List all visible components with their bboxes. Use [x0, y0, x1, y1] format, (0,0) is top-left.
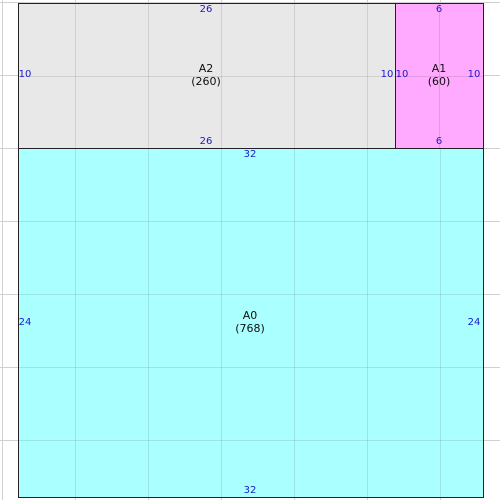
region-a1-bottom-dimension: 6 [435, 136, 443, 147]
region-a2-name: A2 [198, 62, 214, 75]
region-a1-left-dimension: 10 [395, 69, 409, 80]
region-a1-area: (60) [427, 75, 451, 88]
region-a2-bottom-dimension: 26 [199, 136, 213, 147]
region-a1[interactable] [395, 3, 484, 149]
region-a2-right-dimension: 10 [380, 69, 394, 80]
region-a0-left-dimension: 24 [18, 317, 32, 328]
region-a0-top-dimension: 32 [243, 149, 257, 160]
region-a1-top-dimension: 6 [435, 4, 443, 15]
region-a2-top-dimension: 26 [199, 4, 213, 15]
region-a0-right-dimension: 24 [467, 317, 481, 328]
region-a0-area: (768) [235, 322, 265, 335]
region-a0[interactable] [18, 148, 484, 498]
region-a2-area: (260) [191, 75, 221, 88]
region-a2[interactable] [18, 3, 396, 149]
region-a0-name: A0 [242, 309, 258, 322]
region-a1-right-dimension: 10 [467, 69, 481, 80]
region-a1-name: A1 [431, 62, 447, 75]
region-a1-label: A1 (60) [428, 62, 451, 88]
region-a2-left-dimension: 10 [18, 69, 32, 80]
region-a0-label: A0 (768) [235, 309, 265, 335]
region-a2-label: A2 (260) [191, 62, 221, 88]
region-a0-bottom-dimension: 32 [243, 485, 257, 496]
